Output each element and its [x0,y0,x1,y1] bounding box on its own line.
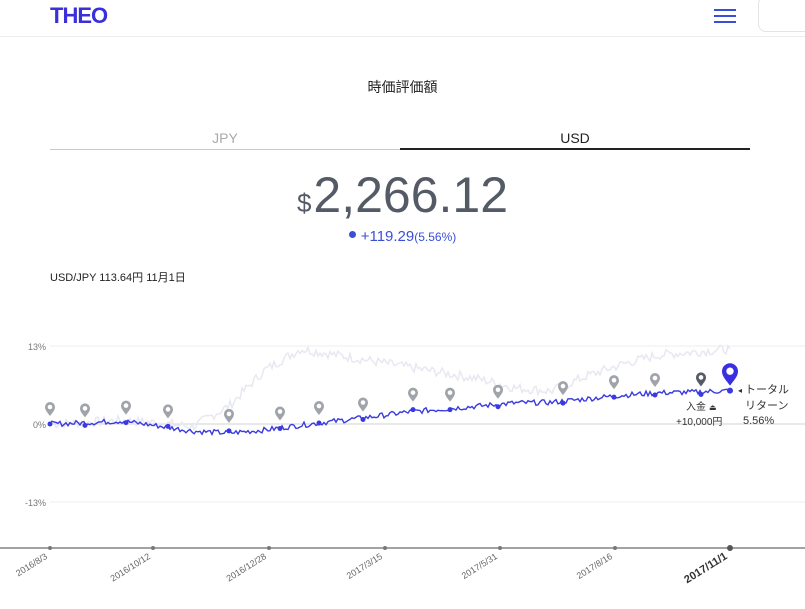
pin-hole [82,406,88,411]
x-tick-dot [383,546,387,550]
corner-panel [758,0,805,32]
header: THEO [0,0,805,37]
change-percent: (5.56%) [414,230,457,244]
map-pin-icon[interactable] [358,397,368,412]
map-pin-icon[interactable] [650,373,660,388]
theo-logo[interactable]: THEO [50,3,108,28]
map-pin-icon[interactable] [121,400,131,415]
x-tick-dot [48,546,52,550]
total-return-label-1: トータル [745,383,789,396]
map-pin-icon[interactable] [558,381,568,396]
fx-rate: USD/JPY 113.64円 11月1日 [50,272,186,284]
pin-hole [447,390,453,395]
data-point[interactable] [560,400,566,406]
arrow-left-icon: ◂ [738,386,742,395]
pin-hole [410,390,416,395]
deposit-label: 入金 [686,400,706,413]
pin-hole [277,409,283,414]
pin-hole [360,400,366,405]
pin-hole [611,377,617,383]
data-point[interactable] [123,420,129,426]
y-tick-label: 13% [28,342,46,352]
data-point[interactable] [495,404,501,410]
amount-value: 2,266.12 [313,167,509,223]
pin-hole [698,375,704,380]
y-tick-label: -13% [25,498,46,508]
data-point[interactable] [698,391,704,397]
total-return-label-2: リターン [745,399,788,412]
x-tick-dot [613,546,617,550]
pin-hole [123,403,129,408]
x-tick-label: 2017/11/1 [682,550,729,586]
pin-hole [560,383,566,389]
data-point[interactable] [611,394,617,400]
x-tick-label: 2016/10/12 [109,551,153,583]
x-tick-dot [151,546,155,550]
valuation-amount: $2,266.12 [0,166,805,224]
map-pin-icon[interactable] [80,403,90,418]
map-pin-icon[interactable] [314,401,324,416]
series-line-jpy [49,344,731,431]
pin-hole [47,404,53,410]
map-pin-icon[interactable] [408,387,418,402]
pin-hole [726,367,734,375]
change-dot-icon [348,231,356,238]
valuation-change: +119.29(5.56%) [0,228,805,245]
map-pin-icon[interactable] [275,406,285,421]
series-line-usd [49,388,731,437]
data-point[interactable] [82,422,88,428]
data-point[interactable] [410,407,416,413]
map-pin-icon[interactable] [163,404,173,419]
tab-jpy[interactable]: JPY [50,130,400,150]
x-tick-dot [727,545,733,551]
pin-hole [652,375,658,381]
change-value: +119.29 [360,228,415,245]
currency-symbol: $ [296,188,312,218]
pin-hole [495,387,501,393]
current-pin-icon[interactable] [722,363,738,386]
map-pin-icon[interactable] [45,402,55,416]
deposit-pin-icon[interactable] [696,372,706,387]
data-point[interactable] [652,392,658,398]
pin-hole [165,407,171,412]
x-tick-label: 2017/5/31 [460,551,499,581]
data-point[interactable] [316,420,322,426]
pin-hole [226,411,232,417]
current-data-point[interactable] [727,387,733,394]
map-pin-icon[interactable] [609,375,619,390]
data-point[interactable] [447,407,453,413]
data-point[interactable] [226,428,232,434]
x-tick-label: 2017/3/15 [345,551,384,581]
pin-hole [316,403,322,409]
data-point[interactable] [277,426,283,432]
y-tick-label: 0% [33,420,46,430]
data-point[interactable] [47,421,53,427]
map-pin-icon[interactable] [493,384,503,399]
x-tick-label: 2016/8/3 [14,551,49,578]
x-tick-label: 2017/8/16 [575,551,614,581]
x-tick-dot [267,546,271,550]
map-pin-icon[interactable] [445,387,455,402]
total-return-value: 5.56% [743,415,774,427]
hamburger-menu-icon[interactable] [714,9,736,23]
data-point[interactable] [165,423,171,429]
deposit-amount: +10,000円 [676,417,722,428]
data-point[interactable] [360,417,366,423]
deposit-icon: ⏏ [709,403,717,412]
page-title: 時価評価額 [367,79,438,95]
tab-usd[interactable]: USD [400,130,750,150]
x-tick-label: 2016/12/28 [225,551,269,583]
x-tick-dot [498,546,502,550]
map-pin-icon[interactable] [224,408,234,423]
